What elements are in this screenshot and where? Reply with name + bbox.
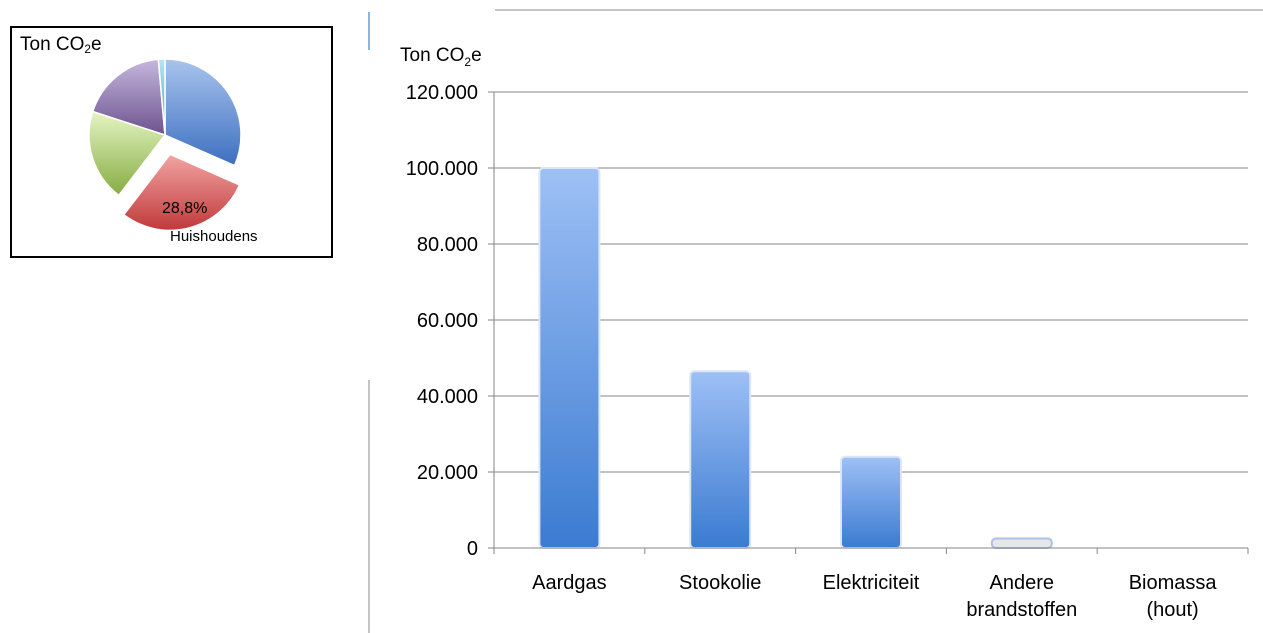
bar [990,537,1053,549]
y-tick-label: 20.000 [417,462,478,484]
pie-slice [164,58,242,167]
pie-slice-percent-label: 28,8% [162,200,208,217]
x-category-label: Biomassa [1129,572,1218,594]
y-tick-label: 100.000 [406,158,478,180]
y-tick-label: 60.000 [417,310,478,332]
y-tick-label: 0 [467,538,478,560]
pie-slice [88,110,167,197]
pie-slice [91,58,166,137]
pie-title: Ton CO2e [20,34,102,56]
x-category-label: (hout) [1146,599,1198,621]
x-category-label: Stookolie [679,572,761,594]
pie-chart [88,58,242,232]
bar [840,455,902,549]
y-tick-label: 40.000 [417,386,478,408]
pie-chart-panel: Ton CO2e 28,8% Huishoudens [10,26,333,258]
x-category-label: Elektriciteit [823,572,920,594]
x-category-label: Aardgas [532,572,607,594]
bar [538,167,601,549]
y-tick-label: 120.000 [406,82,478,104]
x-category-label: brandstoffen [966,599,1077,621]
y-tick-label: 80.000 [417,234,478,256]
pie-slice [122,153,241,232]
pie-slice-name-label: Huishoudens [170,228,258,245]
y-axis-label: Ton CO2e [400,45,482,69]
pie-slice [157,58,166,136]
x-category-label: Andere [990,572,1055,594]
bar-chart: Ton CO2e 0 20.000 40.000 60.000 80.000 100.00… [360,9,1263,633]
bar [689,370,752,549]
